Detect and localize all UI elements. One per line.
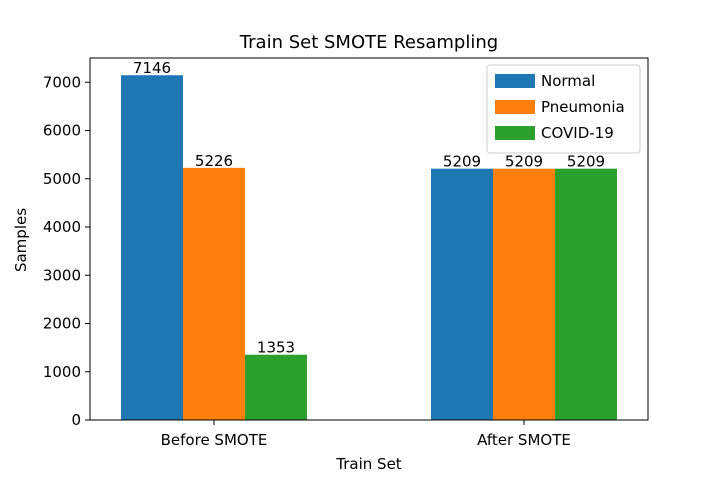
y-tick-label: 0 bbox=[71, 411, 81, 429]
x-tick-label: Before SMOTE bbox=[161, 431, 268, 449]
bar-covid-19-before-smote bbox=[245, 354, 307, 420]
plot-frame bbox=[89, 57, 649, 421]
y-tick-label: 6000 bbox=[43, 122, 81, 140]
chart-title: Train Set SMOTE Resampling bbox=[239, 32, 498, 53]
legend-swatch-covid-19 bbox=[495, 126, 535, 140]
y-tick-label: 3000 bbox=[43, 266, 81, 284]
data-label-covid-19-after-smote: 5209 bbox=[567, 153, 605, 171]
data-label-normal-after-smote: 5209 bbox=[443, 153, 481, 171]
y-axis-label: Samples bbox=[12, 208, 30, 272]
legend-label-pneumonia: Pneumonia bbox=[541, 98, 625, 116]
legend-label-normal: Normal bbox=[541, 72, 595, 90]
legend-swatch-pneumonia bbox=[495, 100, 535, 114]
data-label-normal-before-smote: 7146 bbox=[133, 59, 171, 77]
bar-normal-before-smote bbox=[121, 75, 183, 420]
bar-pneumonia-before-smote bbox=[183, 167, 245, 420]
data-label-pneumonia-after-smote: 5209 bbox=[505, 153, 543, 171]
legend-label-covid-19: COVID-19 bbox=[541, 124, 614, 142]
bar-pneumonia-after-smote bbox=[493, 168, 555, 420]
y-tick-label: 5000 bbox=[43, 170, 81, 188]
y-tick-label: 7000 bbox=[43, 73, 81, 91]
legend-swatch-normal bbox=[495, 74, 535, 88]
legend: Normal Pneumonia COVID-19 bbox=[486, 64, 641, 154]
bar-covid-19-after-smote bbox=[555, 168, 617, 420]
x-axis-label: Train Set bbox=[335, 455, 402, 473]
data-label-pneumonia-before-smote: 5226 bbox=[195, 152, 233, 170]
data-labels-layer: 7146 5209 5226 5209 1353 5209 bbox=[133, 59, 605, 356]
y-tick-label: 2000 bbox=[43, 315, 81, 333]
data-label-covid-19-before-smote: 1353 bbox=[257, 339, 295, 357]
bar-normal-after-smote bbox=[431, 168, 493, 420]
y-tick-label: 4000 bbox=[43, 218, 81, 236]
axes-layer: 0 1000 2000 3000 4000 5000 6000 7000 Before SMOT… bbox=[43, 57, 649, 449]
y-tick-label: 1000 bbox=[43, 363, 81, 381]
bars-layer bbox=[121, 75, 617, 420]
x-tick-label: After SMOTE bbox=[477, 431, 571, 449]
